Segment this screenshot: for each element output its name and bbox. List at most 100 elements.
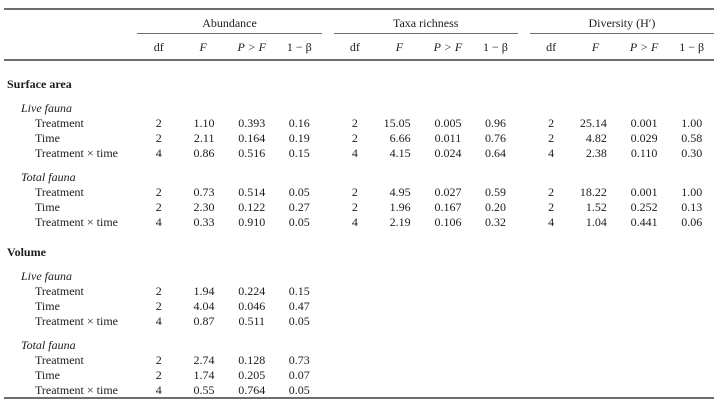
column-gap bbox=[518, 184, 530, 199]
row-label: Treatment bbox=[35, 115, 84, 130]
cell bbox=[619, 352, 670, 367]
column-gap bbox=[518, 229, 530, 259]
cell bbox=[334, 367, 376, 382]
cell bbox=[376, 367, 423, 382]
col-header-beta: 1 − β bbox=[277, 33, 322, 61]
corner-cell bbox=[4, 33, 138, 61]
data-row: Treatment × time 4 0.87 0.511 0.05 bbox=[4, 313, 714, 328]
cell bbox=[180, 160, 227, 184]
cell bbox=[669, 298, 714, 313]
cell: 2 bbox=[351, 115, 358, 130]
column-gap bbox=[322, 313, 334, 328]
cell bbox=[137, 60, 179, 91]
cell bbox=[423, 160, 474, 184]
cell bbox=[530, 91, 572, 115]
cell: 0.001 bbox=[630, 184, 658, 199]
cell: 0.58 bbox=[681, 130, 703, 145]
cell: 1.94 bbox=[193, 283, 215, 298]
cell bbox=[423, 229, 474, 259]
cell bbox=[530, 367, 572, 382]
cell bbox=[473, 313, 518, 328]
cell bbox=[473, 367, 518, 382]
column-gap bbox=[518, 382, 530, 398]
cell bbox=[619, 229, 670, 259]
column-gap bbox=[322, 352, 334, 367]
cell: 0.764 bbox=[238, 382, 266, 397]
cell bbox=[619, 367, 670, 382]
cell: 2 bbox=[351, 130, 358, 145]
cell: 4.04 bbox=[193, 298, 215, 313]
cell: 0.167 bbox=[434, 199, 462, 214]
column-gap bbox=[322, 298, 334, 313]
column-gap bbox=[322, 91, 334, 115]
row-label: Time bbox=[35, 298, 60, 313]
cell bbox=[376, 298, 423, 313]
cell bbox=[619, 91, 670, 115]
cell bbox=[376, 352, 423, 367]
cell: 2 bbox=[351, 184, 358, 199]
cell: 0.106 bbox=[434, 214, 462, 229]
cell: 2.30 bbox=[193, 199, 215, 214]
row-label: Surface area bbox=[7, 76, 72, 91]
cell bbox=[619, 160, 670, 184]
cell: 1.96 bbox=[389, 199, 411, 214]
cell bbox=[669, 60, 714, 91]
cell: 4 bbox=[548, 145, 555, 160]
cell bbox=[423, 382, 474, 398]
column-gap bbox=[322, 145, 334, 160]
cell: 0.13 bbox=[681, 199, 703, 214]
cell: 4 bbox=[548, 214, 555, 229]
cell bbox=[619, 382, 670, 398]
cell: 0.87 bbox=[193, 313, 215, 328]
cell bbox=[530, 298, 572, 313]
cell: 2 bbox=[155, 184, 162, 199]
cell bbox=[669, 160, 714, 184]
cell: 2 bbox=[548, 115, 555, 130]
column-gap bbox=[322, 328, 334, 352]
column-gap bbox=[322, 60, 334, 91]
cell: 2.38 bbox=[585, 145, 607, 160]
data-row: Time 2 4.04 0.046 0.47 bbox=[4, 298, 714, 313]
cell bbox=[423, 91, 474, 115]
cell: 1.00 bbox=[681, 184, 703, 199]
cell bbox=[530, 259, 572, 283]
subheader-row: df F P > F 1 − β df F P > F 1 − β df F P… bbox=[4, 33, 714, 61]
cell bbox=[530, 328, 572, 352]
cell bbox=[423, 60, 474, 91]
cell: 2 bbox=[548, 199, 555, 214]
cell bbox=[277, 91, 322, 115]
cell: 2 bbox=[155, 115, 162, 130]
cell: 2 bbox=[351, 199, 358, 214]
col-header-p: P > F bbox=[422, 33, 474, 61]
cell bbox=[572, 91, 619, 115]
cell: 2 bbox=[548, 130, 555, 145]
cell: 0.47 bbox=[288, 298, 310, 313]
cell bbox=[572, 60, 619, 91]
cell: 0.30 bbox=[681, 145, 703, 160]
cell bbox=[473, 229, 518, 259]
cell bbox=[137, 91, 179, 115]
column-gap bbox=[518, 160, 530, 184]
cell bbox=[473, 382, 518, 398]
cell bbox=[619, 283, 670, 298]
column-gap bbox=[322, 259, 334, 283]
cell bbox=[137, 229, 179, 259]
cell: 0.205 bbox=[238, 367, 266, 382]
cell bbox=[669, 367, 714, 382]
column-gap bbox=[322, 160, 334, 184]
row-label: Total fauna bbox=[21, 169, 76, 184]
cell: 0.76 bbox=[484, 130, 506, 145]
cell: 4.82 bbox=[585, 130, 607, 145]
column-gap bbox=[518, 259, 530, 283]
cell: 0.20 bbox=[484, 199, 506, 214]
row-label: Treatment × time bbox=[35, 382, 118, 397]
cell: 2.11 bbox=[193, 130, 215, 145]
cell: 0.027 bbox=[434, 184, 462, 199]
cell: 0.32 bbox=[484, 214, 506, 229]
row-label: Treatment × time bbox=[35, 214, 118, 229]
section-row: Surface area bbox=[4, 60, 714, 91]
cell: 0.514 bbox=[238, 184, 266, 199]
column-gap bbox=[322, 130, 334, 145]
data-row: Time 2 1.74 0.205 0.07 bbox=[4, 367, 714, 382]
